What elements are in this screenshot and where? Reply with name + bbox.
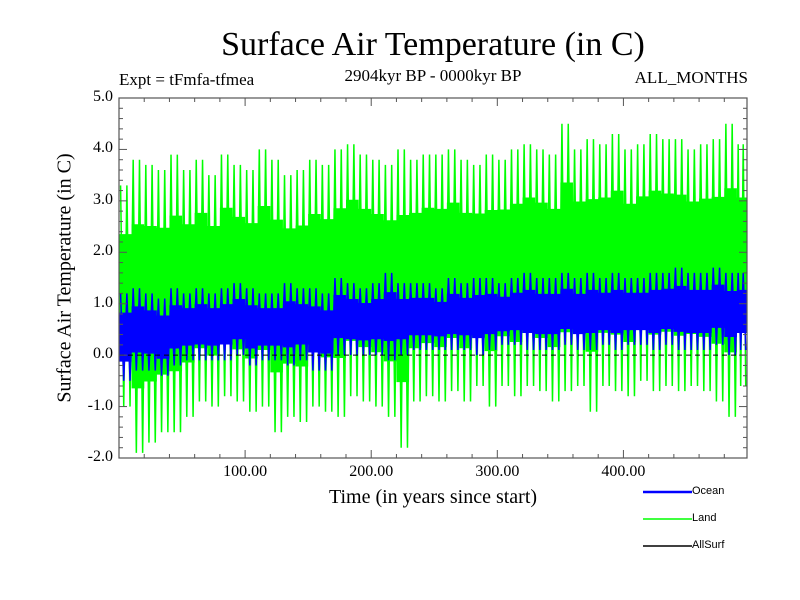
y-tick-label: 3.0 <box>93 190 113 208</box>
plot-frame <box>118 97 748 459</box>
y-tick-label: 2.0 <box>93 242 113 260</box>
legend-label-allsurf: AllSurf <box>692 539 725 551</box>
y-tick-label: -1.0 <box>87 396 113 414</box>
y-axis-label: Surface Air Temperature (in C) <box>53 153 76 403</box>
x-tick-label: 300.00 <box>475 463 520 480</box>
chart-title: Surface Air Temperature (in C) <box>221 26 645 63</box>
x-tick-label: 400.00 <box>601 463 646 480</box>
series-ocean-line <box>119 267 747 381</box>
y-tick-label: 5.0 <box>93 88 113 105</box>
x-tick-label: 100.00 <box>223 463 268 480</box>
y-tick-label: 1.0 <box>93 293 113 311</box>
x-axis-label: Time (in years since start) <box>328 486 538 508</box>
subtitle-right: ALL_MONTHS <box>634 68 748 87</box>
legend-label-land: Land <box>692 512 717 524</box>
y-tick-label: -2.0 <box>87 448 113 465</box>
subtitle-center: 2904kyr BP - 0000kyr BP <box>344 66 522 85</box>
legend-label-ocean: Ocean <box>692 485 725 497</box>
y-tick-label: 0.0 <box>93 345 113 363</box>
y-tick-label: 4.0 <box>93 139 113 157</box>
x-tick-label: 200.00 <box>349 463 394 480</box>
subtitle-left: Expt = tFmfa-tfmea <box>119 70 255 89</box>
